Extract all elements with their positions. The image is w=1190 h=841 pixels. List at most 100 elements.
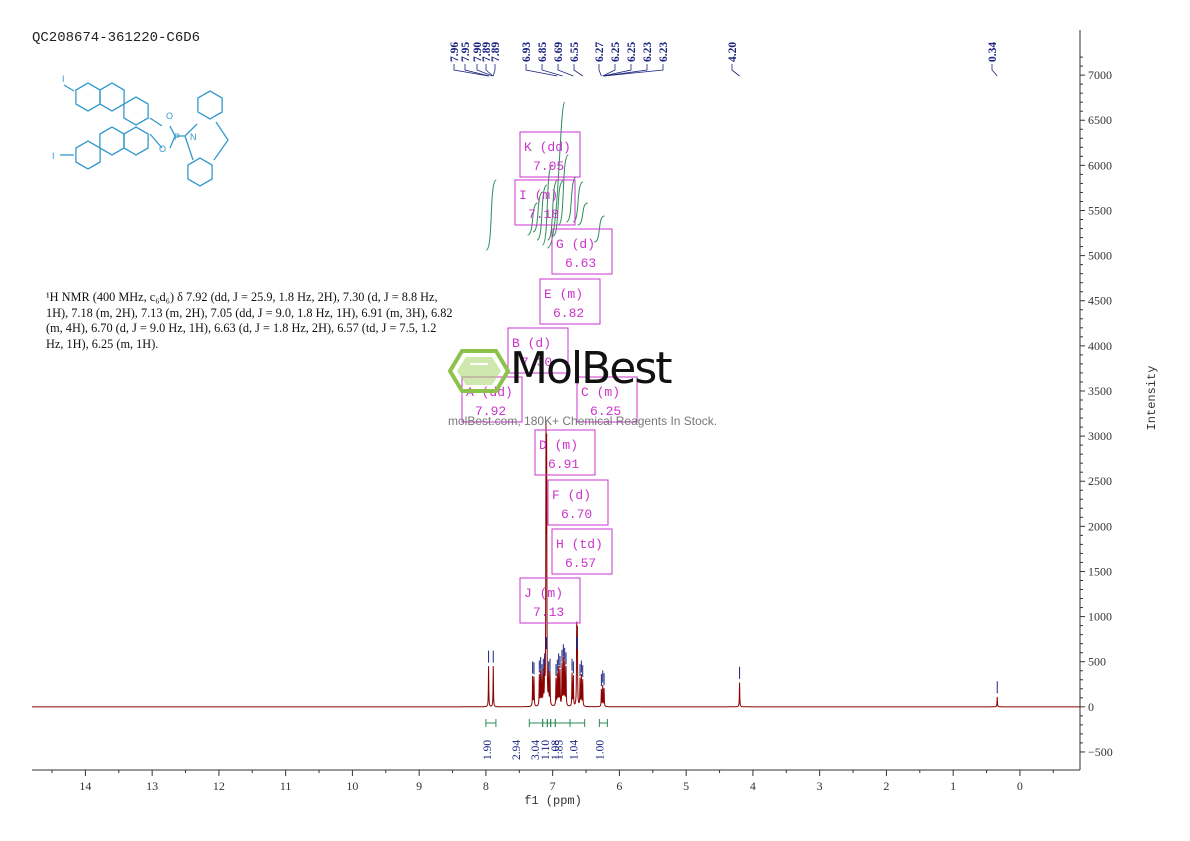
x-tick-label: 4	[750, 779, 756, 793]
integral-curve	[527, 202, 538, 236]
integral-curve	[541, 164, 553, 246]
watermark-brand: MolBest	[510, 343, 673, 394]
integral-value: 1.04	[568, 740, 580, 760]
peak-labels: 7.96 7.95 7.907.897.89 6.93 6.85 6.69 6.55 6.27…	[449, 42, 999, 77]
multiplet-h: H (td) 6.57	[551, 528, 613, 575]
integration-bars: 1.90 2.94 3.041.101.081.85 1.04 1.00	[482, 719, 608, 760]
peak-markers	[488, 637, 998, 694]
x-tick-label: 14	[79, 779, 91, 793]
multiplet-i: I (m) 7.18	[514, 179, 576, 226]
integral-curve	[565, 176, 577, 223]
integral-curve	[532, 191, 544, 233]
peak-label: 4.20	[727, 42, 739, 62]
multiplet-shift: 6.57	[565, 556, 596, 571]
integral-value: 1.85	[554, 740, 566, 760]
x-tick-label: 10	[346, 779, 358, 793]
x-tick-label: 0	[1017, 779, 1023, 793]
x-tick-label: 13	[146, 779, 158, 793]
peak-leader	[476, 64, 493, 77]
x-axis-label: f1 (ppm)	[524, 794, 582, 808]
integral-value: 1.90	[482, 740, 494, 760]
multiplet-shift: 6.82	[553, 306, 584, 321]
multiplet-box	[534, 429, 596, 476]
multiplet-type: F (d)	[552, 488, 591, 503]
y-tick-label: 3000	[1088, 429, 1112, 443]
peak-label: 7.89	[490, 42, 502, 62]
multiplet-f: F (d) 6.70	[547, 479, 609, 526]
peak-label: 6.85	[537, 42, 549, 62]
peak-label: 6.69	[553, 42, 565, 62]
multiplet-e: E (m) 6.82	[539, 278, 601, 325]
peak-leader	[485, 64, 494, 77]
integral-value: 1.00	[594, 740, 606, 760]
peak-label: 6.55	[569, 42, 581, 62]
multiplet-shift: 6.70	[561, 507, 592, 522]
peak-leader	[602, 64, 632, 77]
y-tick-label: 3500	[1088, 384, 1112, 398]
integral-curves	[485, 101, 605, 251]
multiplet-j: J (m) 7.13	[519, 577, 581, 624]
multiplet-shift: 7.30	[521, 355, 552, 370]
peak-label: 7.89	[481, 42, 493, 62]
peak-label: 7.96	[449, 42, 461, 62]
multiplet-box	[519, 577, 581, 624]
molbest-logo-icon	[447, 349, 511, 393]
multiplet-type: E (m)	[544, 287, 583, 302]
y-axis-label: Intensity	[1145, 366, 1159, 431]
structure-ring	[99, 126, 125, 156]
integral-curve	[557, 154, 569, 226]
multiplet-type: D (m)	[539, 438, 578, 453]
peak-leader	[604, 64, 648, 77]
peak-leader	[573, 64, 583, 77]
integral-value: 2.94	[511, 740, 523, 760]
peak-leader	[557, 64, 574, 77]
multiplet-box	[514, 179, 576, 226]
structure-atom-label: I	[52, 151, 55, 161]
structure-ring	[75, 82, 101, 112]
multiplet-c: C (m) 6.25	[576, 376, 638, 423]
x-tick-label: 7	[550, 779, 556, 793]
integral-value: 3.04	[530, 740, 542, 760]
peak-label: 0.34	[987, 42, 999, 62]
iodo-bond	[63, 84, 75, 92]
structure-bonds	[149, 117, 229, 161]
y-tick-label: 4000	[1088, 339, 1112, 353]
structure-atom-label: P	[174, 132, 180, 142]
multiplet-g: G (d) 6.63	[551, 228, 613, 275]
x-tick-label: 5	[683, 779, 689, 793]
peak-leader	[492, 64, 496, 77]
x-tick-label: 11	[280, 779, 292, 793]
structure-ring	[75, 140, 101, 170]
structure-ring	[187, 157, 213, 187]
y-tick-label: 2500	[1088, 474, 1112, 488]
multiplet-shift: 7.18	[528, 207, 559, 222]
peak-leader	[602, 64, 616, 77]
multiplet-boxes: K (dd)7.05I (m)7.18G (d)6.63E (m)6.82B (…	[461, 131, 638, 624]
y-tick-label: 1500	[1088, 564, 1112, 578]
integral-value: 1.10	[540, 740, 552, 760]
integral-curve	[577, 202, 588, 226]
x-tick-label: 9	[416, 779, 422, 793]
y-tick-label: 5000	[1088, 249, 1112, 263]
watermark-tagline: molBest.com, 180K+ Chemical Reagents In …	[448, 414, 718, 428]
y-tick-label: 2000	[1088, 519, 1112, 533]
multiplet-shift: 7.13	[533, 605, 564, 620]
multiplet-box	[507, 327, 569, 374]
y-tick-label: 6000	[1088, 158, 1112, 172]
x-tick-label: 2	[883, 779, 889, 793]
peak-leader	[453, 64, 489, 77]
peak-leader	[598, 64, 602, 77]
spectrum-line	[32, 421, 1080, 708]
multiplet-type: K (dd)	[524, 140, 571, 155]
structure-atom-label: O	[166, 111, 173, 121]
multiplet-shift: 6.25	[590, 404, 621, 419]
peak-leader	[464, 64, 490, 77]
multiplet-shift: 7.05	[533, 159, 564, 174]
axes: 14 13 12 11 10 9 8 7 6 5 4 3 2 1 0−5000500100015002000…	[32, 30, 1113, 793]
y-tick-label: 5500	[1088, 203, 1112, 217]
multiplet-type: I (m)	[519, 188, 558, 203]
y-tick-label: 6500	[1088, 113, 1112, 127]
structure-atom-label: I	[62, 74, 65, 84]
